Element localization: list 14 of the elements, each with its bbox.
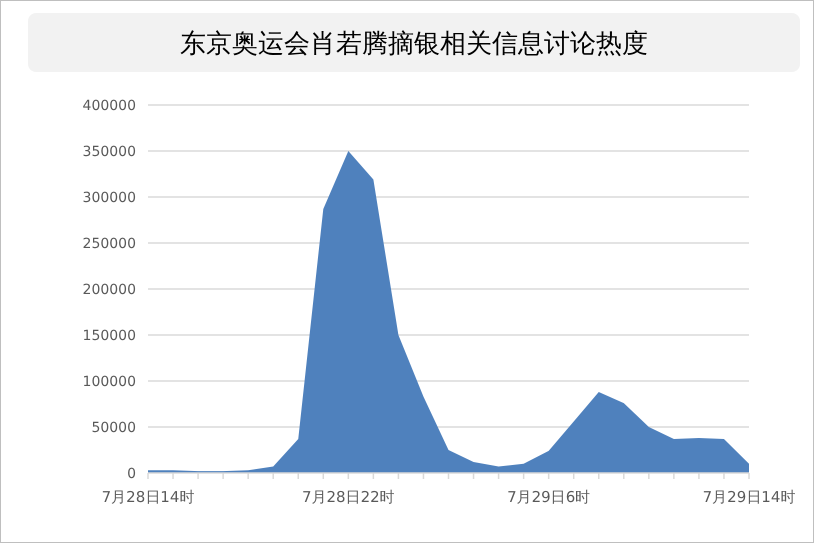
x-tick-label: 7月28日22时 [302,488,395,506]
x-tick-label: 7月29日14时 [702,488,796,506]
x-tick-label: 7月28日14时 [102,488,194,506]
y-tick-label: 350000 [82,144,136,160]
chart-title: 东京奥运会肖若腾摘银相关信息讨论热度 [180,29,648,59]
y-tick-label: 300000 [82,190,136,206]
y-tick-label: 400000 [82,98,136,114]
y-tick-label: 100000 [82,374,136,390]
y-tick-label: 0 [127,466,136,482]
y-tick-label: 250000 [82,236,136,252]
y-tick-label: 200000 [82,282,136,298]
x-tick-label: 7月29日6时 [507,488,590,506]
y-tick-label: 50000 [91,420,136,436]
y-tick-label: 150000 [82,328,136,344]
